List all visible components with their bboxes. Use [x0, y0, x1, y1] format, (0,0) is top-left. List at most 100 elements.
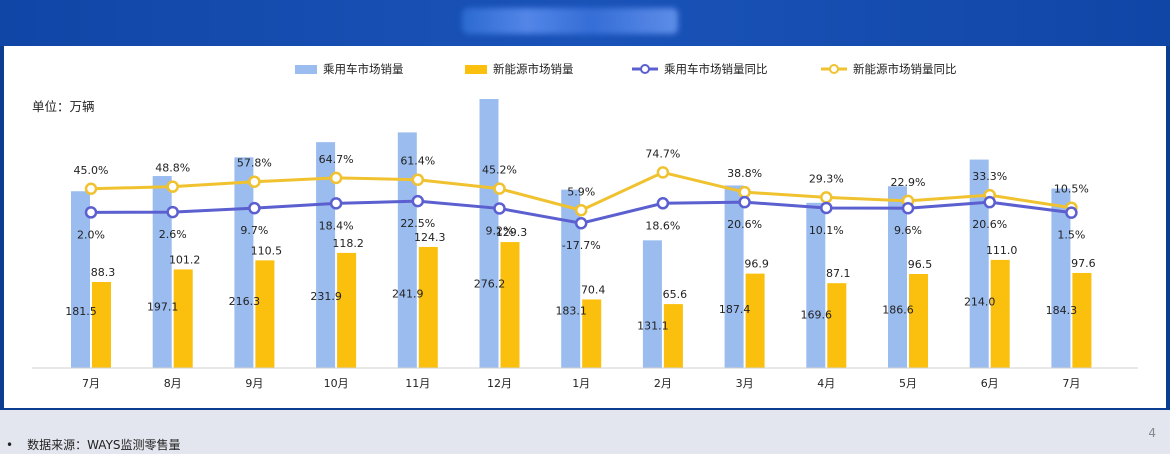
nev-sales-bar — [418, 246, 438, 368]
nev-sales-label: 101.2 — [169, 253, 201, 266]
passenger-yoy-label: 20.6% — [972, 218, 1007, 231]
nev-sales-bar — [582, 299, 602, 368]
nev-yoy-point — [574, 204, 588, 217]
nev-sales-bar — [173, 269, 193, 368]
x-tick-label: 11月 — [405, 377, 430, 390]
x-tick-label: 4月 — [817, 377, 835, 390]
passenger-yoy-label: -17.7% — [562, 239, 601, 252]
nev-sales-bar — [500, 242, 520, 368]
nev-sales-bar — [255, 260, 275, 368]
nev-sales-bar — [337, 252, 357, 368]
nev-yoy-label: 29.3% — [809, 172, 844, 185]
passenger-yoy-point — [329, 197, 343, 210]
legend-label: 新能源市场销量同比 — [853, 62, 957, 76]
nev-sales-label: 88.3 — [91, 266, 116, 279]
passenger-sales-bar — [888, 186, 907, 368]
slide-frame: 乘用车市场销量 新能源市场销量 乘用车市场销量同比 新能源市场销量同比 单位：万辆 1… — [0, 0, 1170, 410]
nev-sales-bar — [909, 274, 928, 368]
chart-legend: 乘用车市场销量 新能源市场销量 乘用车市场销量同比 新能源市场销量同比 — [295, 62, 957, 76]
nev-sales-bar — [92, 282, 111, 368]
passenger-sales-bar — [316, 142, 336, 368]
nev-yoy-point — [166, 180, 179, 193]
passenger-sales-bar — [561, 189, 581, 368]
x-tick-label: 1月 — [572, 377, 590, 390]
blurred-title — [462, 8, 678, 34]
passenger-sales-label: 184.3 — [1046, 304, 1078, 317]
nev-yoy-label: 45.0% — [74, 164, 109, 177]
legend-label: 乘用车市场销量同比 — [664, 62, 768, 76]
passenger-sales-label: 183.1 — [555, 305, 587, 318]
passenger-yoy-label: 9.2% — [486, 224, 514, 237]
passenger-yoy-label: 1.5% — [1057, 229, 1085, 242]
nev-sales-label: 124.3 — [414, 231, 446, 244]
data-source-note: • 数据来源：WAYS监测零售量 — [6, 436, 181, 453]
title-band — [0, 0, 1170, 46]
passenger-sales-label: 276.2 — [474, 277, 506, 290]
legend-line-marker — [829, 64, 839, 74]
nev-yoy-label: 33.3% — [972, 170, 1007, 183]
nev-sales-bar — [745, 273, 765, 368]
x-tick-label: 7月 — [1062, 377, 1080, 390]
legend-label: 新能源市场销量 — [493, 62, 574, 76]
passenger-yoy-label: 18.4% — [319, 219, 354, 232]
legend-bar-swatch — [295, 65, 317, 74]
nev-sales-label: 96.9 — [744, 258, 769, 271]
x-tick-label: 9月 — [245, 377, 263, 390]
sales-chart: 乘用车市场销量 新能源市场销量 乘用车市场销量同比 新能源市场销量同比 单位：万辆 1… — [32, 62, 1138, 390]
passenger-sales-label: 241.9 — [392, 287, 424, 300]
nev-sales-label: 118.2 — [332, 237, 364, 250]
bullet-point: • — [6, 438, 14, 452]
nev-yoy-label: 22.9% — [891, 176, 926, 189]
nev-yoy-point — [248, 175, 261, 188]
passenger-sales-bar — [724, 185, 744, 368]
page-number: 4 — [1148, 426, 1156, 440]
passenger-sales-bar — [234, 157, 254, 368]
nev-sales-label: 110.5 — [251, 244, 283, 257]
passenger-yoy-point — [983, 195, 996, 209]
nev-yoy-point — [411, 173, 425, 186]
nev-yoy-label: 45.2% — [482, 164, 517, 177]
passenger-yoy-point — [656, 197, 670, 210]
nev-yoy-point — [738, 185, 751, 199]
passenger-sales-label: 181.5 — [65, 305, 97, 318]
data-source-text: 数据来源：WAYS监测零售量 — [27, 438, 181, 452]
nev-yoy-label: 64.7% — [319, 153, 354, 166]
passenger-yoy-label: 9.6% — [894, 224, 922, 237]
nev-sales-label: 96.5 — [908, 258, 933, 271]
passenger-sales-label: 231.9 — [310, 290, 342, 303]
x-tick-label: 5月 — [899, 377, 917, 390]
passenger-sales-label: 187.4 — [719, 303, 751, 316]
passenger-sales-label: 197.1 — [147, 300, 179, 313]
passenger-yoy-label: 2.0% — [77, 228, 105, 241]
x-tick-label: 3月 — [736, 377, 754, 390]
passenger-yoy-point — [1065, 206, 1078, 219]
nev-sales-label: 129.3 — [496, 226, 528, 239]
unit-label: 单位：万辆 — [32, 99, 95, 114]
passenger-sales-label: 169.6 — [801, 308, 833, 321]
passenger-yoy-label: 2.6% — [159, 228, 187, 241]
x-tick-label: 6月 — [981, 377, 999, 390]
nev-yoy-label: 74.7% — [645, 147, 680, 160]
passenger-sales-bar — [152, 176, 172, 368]
passenger-yoy-point — [411, 194, 425, 208]
passenger-sales-label: 216.3 — [229, 295, 261, 308]
passenger-yoy-label: 18.6% — [645, 219, 680, 232]
chart-panel: 乘用车市场销量 新能源市场销量 乘用车市场销量同比 新能源市场销量同比 单位：万辆 1… — [4, 46, 1166, 408]
passenger-sales-bar — [969, 159, 989, 368]
nev-yoy-label: 10.5% — [1054, 183, 1089, 196]
x-tick-label: 2月 — [654, 377, 672, 390]
nev-yoy-point — [656, 166, 670, 179]
passenger-sales-bar — [642, 240, 662, 368]
passenger-sales-bar — [1051, 188, 1071, 368]
passenger-sales-bar — [479, 99, 499, 368]
passenger-sales-label: 131.1 — [637, 320, 669, 333]
nev-sales-bar — [827, 283, 847, 368]
nev-sales-bar — [663, 304, 683, 368]
nev-yoy-label: 5.9% — [567, 185, 595, 198]
nev-sales-label: 97.6 — [1071, 257, 1096, 270]
nev-yoy-point — [820, 191, 833, 204]
nev-yoy-point — [84, 182, 98, 195]
nev-sales-label: 111.0 — [986, 244, 1018, 257]
passenger-yoy-label: 20.6% — [727, 218, 762, 231]
passenger-yoy-label: 10.1% — [809, 224, 844, 237]
